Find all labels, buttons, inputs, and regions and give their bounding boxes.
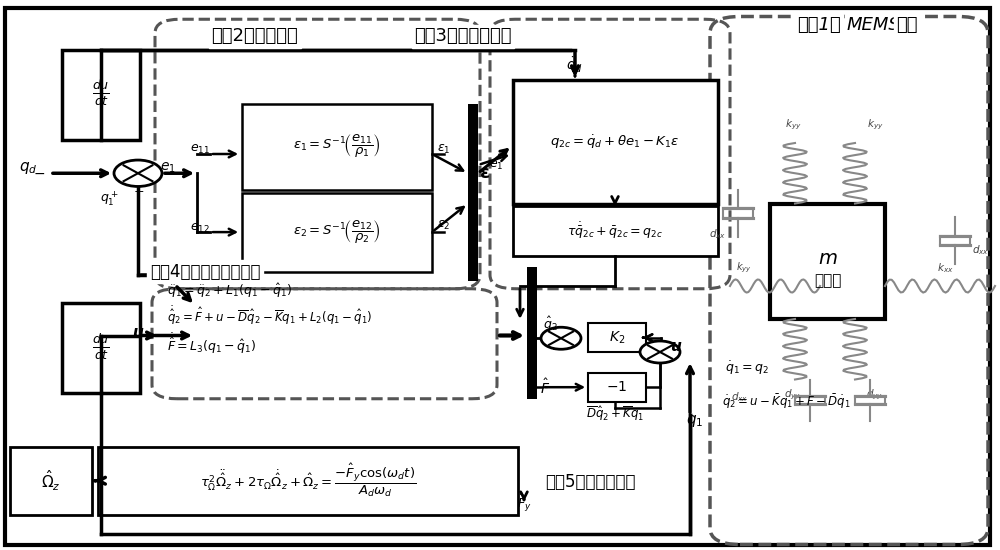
Text: $\tau\dot{\bar{q}}_{2c} + \bar{q}_{2c} = q_{2c}$: $\tau\dot{\bar{q}}_{2c} + \bar{q}_{2c} =…	[567, 221, 663, 241]
FancyBboxPatch shape	[242, 104, 432, 190]
Text: 步骤1：: 步骤1：	[797, 16, 841, 34]
Text: $q_{2c} = \dot{q}_d + \theta e_1 - K_1\varepsilon$: $q_{2c} = \dot{q}_d + \theta e_1 - K_1\v…	[550, 133, 680, 151]
Text: $\dot{q}_1 = q_2$: $\dot{q}_1 = q_2$	[725, 360, 769, 377]
Text: $\dot{\hat{F}} = L_3(q_1 - \hat{q}_1)$: $\dot{\hat{F}} = L_3(q_1 - \hat{q}_1)$	[167, 332, 256, 356]
Text: $d_{xx}$: $d_{xx}$	[709, 227, 726, 241]
Text: $d_{xx}$: $d_{xx}$	[972, 243, 989, 257]
Text: $\hat{q}_2$: $\hat{q}_2$	[543, 315, 557, 334]
Text: $-$: $-$	[551, 343, 561, 353]
Text: $q_d$: $q_d$	[19, 160, 37, 176]
FancyBboxPatch shape	[770, 204, 885, 319]
Circle shape	[640, 341, 680, 363]
FancyBboxPatch shape	[513, 206, 718, 256]
Text: $\dot{q}_d$: $\dot{q}_d$	[566, 55, 584, 75]
FancyBboxPatch shape	[588, 373, 646, 402]
FancyBboxPatch shape	[98, 447, 518, 515]
Text: $\hat{\Omega}_z$: $\hat{\Omega}_z$	[41, 469, 61, 493]
Text: $\dot{q}_2 = u - \bar{K}q_1 + F - \bar{D}\dot{q}_1$: $\dot{q}_2 = u - \bar{K}q_1 + F - \bar{D…	[722, 392, 851, 411]
FancyBboxPatch shape	[468, 104, 478, 280]
Text: 步骤2：预设性能: 步骤2：预设性能	[212, 28, 298, 45]
Text: $e_{12}$: $e_{12}$	[190, 222, 210, 235]
Text: 步骤3：动态面控制: 步骤3：动态面控制	[414, 28, 512, 45]
Circle shape	[114, 160, 162, 186]
Text: $d_{xx}$: $d_{xx}$	[731, 390, 749, 404]
FancyBboxPatch shape	[10, 447, 92, 515]
FancyBboxPatch shape	[62, 302, 140, 393]
FancyBboxPatch shape	[242, 192, 432, 272]
FancyBboxPatch shape	[5, 8, 990, 544]
Text: $-$: $-$	[33, 166, 45, 180]
FancyBboxPatch shape	[62, 50, 140, 140]
FancyBboxPatch shape	[588, 323, 646, 352]
Text: $-1$: $-1$	[606, 380, 628, 394]
Text: $\boldsymbol{\varepsilon}$: $\boldsymbol{\varepsilon}$	[479, 164, 489, 182]
Text: $k_{xx}$: $k_{xx}$	[937, 261, 953, 275]
Text: $\hat{F}$: $\hat{F}$	[540, 378, 550, 397]
Text: $e_1$: $e_1$	[160, 161, 176, 175]
Text: $q_1$: $q_1$	[686, 412, 704, 429]
Text: $\boldsymbol{u}$: $\boldsymbol{u}$	[670, 339, 682, 354]
Text: $k_{yy}$: $k_{yy}$	[867, 118, 883, 132]
Text: $\varepsilon_2$: $\varepsilon_2$	[437, 219, 451, 232]
Text: $d_{yy}$: $d_{yy}$	[866, 388, 884, 402]
Text: $\frac{du}{dt}$: $\frac{du}{dt}$	[92, 79, 110, 108]
Text: $\varepsilon_1$: $\varepsilon_1$	[437, 143, 451, 156]
Text: $q_1$: $q_1$	[146, 270, 164, 286]
Text: $\overline{D}\hat{q}_2 + \overline{K}q_1$: $\overline{D}\hat{q}_2 + \overline{K}q_1…	[586, 404, 644, 423]
FancyBboxPatch shape	[513, 80, 718, 204]
Text: $+$: $+$	[133, 185, 145, 198]
Text: $\tau_{\Omega}^2\ddot{\hat{\Omega}}_z + 2\tau_{\Omega}\dot{\hat{\Omega}}_z + \ha: $\tau_{\Omega}^2\ddot{\hat{\Omega}}_z + …	[200, 462, 416, 499]
Text: $\boldsymbol{u}$: $\boldsymbol{u}$	[132, 325, 144, 340]
Text: 质量块: 质量块	[814, 273, 842, 288]
Text: $\dot{\hat{q}}_2 = \hat{F} + u - \overline{D}\hat{q}_2 - \overline{K}q_1 + L_2(q: $\dot{\hat{q}}_2 = \hat{F} + u - \overli…	[167, 305, 372, 327]
Text: 模型: 模型	[896, 16, 918, 34]
Text: $e_{11}$: $e_{11}$	[190, 143, 210, 156]
FancyBboxPatch shape	[527, 267, 537, 399]
Text: $\varepsilon_1 = S^{-1}\!\left(\dfrac{e_{11}}{\rho_1}\right)$: $\varepsilon_1 = S^{-1}\!\left(\dfrac{e_…	[293, 133, 381, 161]
Text: $e_1$: $e_1$	[489, 158, 503, 172]
Text: $\varepsilon_2 = S^{-1}\!\left(\dfrac{e_{12}}{\rho_2}\right)$: $\varepsilon_2 = S^{-1}\!\left(\dfrac{e_…	[293, 218, 381, 246]
Text: 步骤5：控制律设计: 步骤5：控制律设计	[545, 474, 635, 491]
Text: $\frac{du}{dt}$: $\frac{du}{dt}$	[92, 333, 110, 362]
Text: $\hat{F}_y$: $\hat{F}_y$	[517, 492, 531, 514]
Text: $q_1^+$: $q_1^+$	[100, 190, 118, 208]
Text: $K_2$: $K_2$	[609, 329, 625, 346]
Text: $k_{yy}$: $k_{yy}$	[736, 261, 752, 275]
Text: $d_{yy}$: $d_{yy}$	[784, 388, 802, 402]
Text: $\dot{\hat{q}}_1 = \hat{q}_2 + L_1(q_1 - \hat{q}_1)$: $\dot{\hat{q}}_1 = \hat{q}_2 + L_1(q_1 -…	[167, 277, 292, 300]
Text: $k_{yy}$: $k_{yy}$	[785, 118, 801, 132]
Text: MEMS: MEMS	[847, 16, 901, 34]
Text: 步骤4：扩张状态观测器: 步骤4：扩张状态观测器	[150, 263, 260, 280]
Text: $m$: $m$	[818, 249, 838, 268]
Circle shape	[541, 327, 581, 349]
